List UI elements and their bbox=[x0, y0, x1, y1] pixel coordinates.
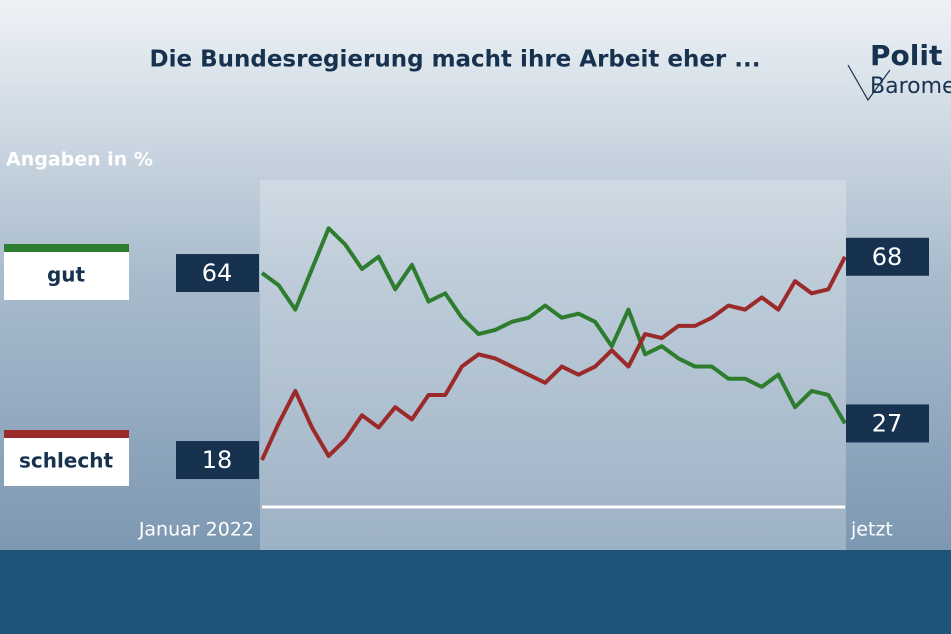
background bbox=[0, 0, 951, 550]
legend-label: gut bbox=[47, 263, 86, 287]
legend-swatch bbox=[4, 244, 129, 252]
value-label: 18 bbox=[202, 446, 233, 474]
value-label: 27 bbox=[872, 409, 903, 437]
series-line bbox=[260, 255, 847, 461]
footer-band bbox=[0, 550, 951, 634]
chart-title: Die Bundesregierung macht ihre Arbeit eh… bbox=[150, 47, 761, 73]
legend-box bbox=[4, 248, 129, 300]
legend-label: schlecht bbox=[19, 449, 114, 473]
plot-panel bbox=[260, 180, 846, 550]
value-label: 64 bbox=[202, 259, 233, 287]
value-label-box bbox=[846, 237, 929, 276]
x-label: jetzt bbox=[850, 519, 893, 541]
x-label: Januar 2022 bbox=[138, 519, 254, 541]
value-label-box bbox=[176, 441, 259, 480]
legend-box bbox=[4, 434, 129, 486]
legend-swatch bbox=[4, 430, 129, 438]
series-line bbox=[260, 226, 847, 425]
logo: Barome bbox=[870, 74, 951, 99]
subtitle: Angaben in % bbox=[6, 149, 153, 171]
value-label: 68 bbox=[872, 243, 903, 271]
logo: Polit bbox=[870, 39, 942, 72]
value-label-box bbox=[846, 404, 929, 443]
value-label-box bbox=[176, 254, 259, 293]
logo-mark bbox=[847, 64, 891, 102]
